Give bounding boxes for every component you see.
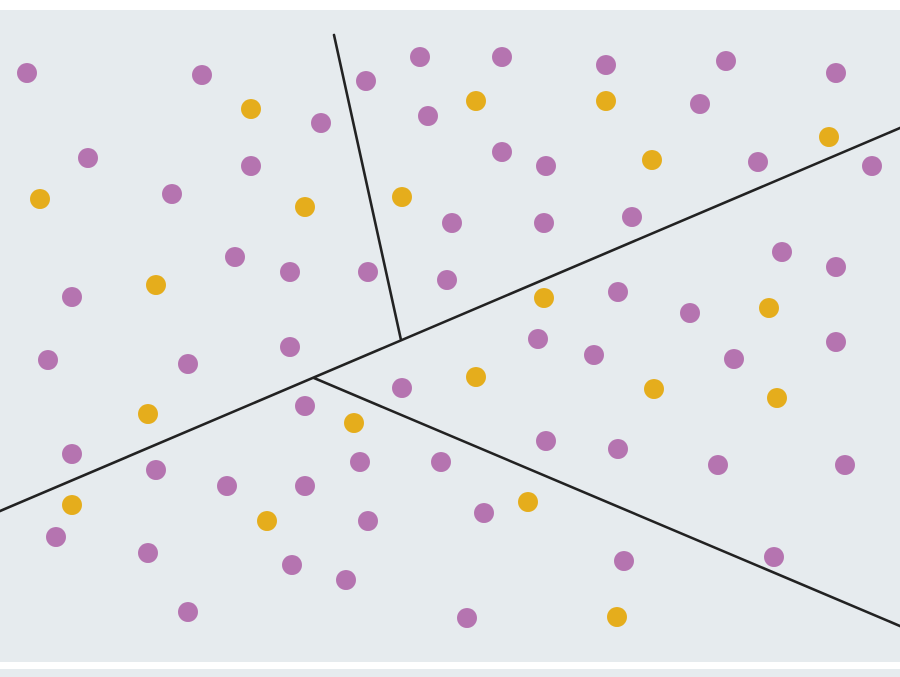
divider-line bbox=[0, 126, 900, 513]
purple-dot bbox=[708, 455, 728, 475]
purple-dot bbox=[536, 156, 556, 176]
orange-dot bbox=[642, 150, 662, 170]
purple-dot bbox=[716, 51, 736, 71]
purple-dot bbox=[192, 65, 212, 85]
purple-dot bbox=[536, 431, 556, 451]
purple-dot bbox=[280, 262, 300, 282]
orange-dot bbox=[138, 404, 158, 424]
purple-dot bbox=[748, 152, 768, 172]
purple-dot bbox=[442, 213, 462, 233]
purple-dot bbox=[437, 270, 457, 290]
purple-dot bbox=[608, 282, 628, 302]
purple-dot bbox=[311, 113, 331, 133]
purple-dot bbox=[241, 156, 261, 176]
orange-dot bbox=[644, 379, 664, 399]
purple-dot bbox=[690, 94, 710, 114]
purple-dot bbox=[431, 452, 451, 472]
purple-dot bbox=[584, 345, 604, 365]
purple-dot bbox=[178, 602, 198, 622]
orange-dot bbox=[767, 388, 787, 408]
purple-dot bbox=[410, 47, 430, 67]
dots bbox=[17, 47, 882, 628]
orange-dot bbox=[607, 607, 627, 627]
divider-line bbox=[332, 33, 403, 342]
orange-dot bbox=[295, 197, 315, 217]
purple-dot bbox=[492, 47, 512, 67]
purple-dot bbox=[826, 332, 846, 352]
purple-dot bbox=[146, 460, 166, 480]
purple-dot bbox=[78, 148, 98, 168]
orange-dot bbox=[759, 298, 779, 318]
purple-dot bbox=[282, 555, 302, 575]
purple-dot bbox=[358, 262, 378, 282]
purple-dot bbox=[418, 106, 438, 126]
purple-dot bbox=[392, 378, 412, 398]
purple-dot bbox=[596, 55, 616, 75]
purple-dot bbox=[622, 207, 642, 227]
purple-dot bbox=[608, 439, 628, 459]
purple-dot bbox=[772, 242, 792, 262]
dividers bbox=[0, 33, 900, 628]
divider-line bbox=[312, 376, 900, 628]
orange-dot bbox=[466, 367, 486, 387]
board-panel bbox=[0, 10, 900, 662]
purple-dot bbox=[46, 527, 66, 547]
purple-dot bbox=[492, 142, 512, 162]
purple-dot bbox=[826, 257, 846, 277]
purple-dot bbox=[336, 570, 356, 590]
orange-dot bbox=[30, 189, 50, 209]
purple-dot bbox=[178, 354, 198, 374]
orange-dot bbox=[534, 288, 554, 308]
orange-dot bbox=[596, 91, 616, 111]
purple-dot bbox=[764, 547, 784, 567]
purple-dot bbox=[826, 63, 846, 83]
purple-dot bbox=[162, 184, 182, 204]
purple-dot bbox=[138, 543, 158, 563]
purple-dot bbox=[528, 329, 548, 349]
purple-dot bbox=[862, 156, 882, 176]
bottom-strip bbox=[0, 669, 900, 677]
purple-dot bbox=[534, 213, 554, 233]
orange-dot bbox=[819, 127, 839, 147]
purple-dot bbox=[680, 303, 700, 323]
purple-dot bbox=[350, 452, 370, 472]
purple-dot bbox=[217, 476, 237, 496]
purple-dot bbox=[62, 444, 82, 464]
purple-dot bbox=[280, 337, 300, 357]
purple-dot bbox=[225, 247, 245, 267]
purple-dot bbox=[614, 551, 634, 571]
orange-dot bbox=[466, 91, 486, 111]
purple-dot bbox=[62, 287, 82, 307]
orange-dot bbox=[344, 413, 364, 433]
purple-dot bbox=[295, 396, 315, 416]
purple-dot bbox=[724, 349, 744, 369]
purple-dot bbox=[17, 63, 37, 83]
purple-dot bbox=[457, 608, 477, 628]
orange-dot bbox=[392, 187, 412, 207]
orange-dot bbox=[62, 495, 82, 515]
purple-dot bbox=[835, 455, 855, 475]
purple-dot bbox=[356, 71, 376, 91]
orange-dot bbox=[257, 511, 277, 531]
orange-dot bbox=[241, 99, 261, 119]
purple-dot bbox=[38, 350, 58, 370]
orange-dot bbox=[146, 275, 166, 295]
orange-dot bbox=[518, 492, 538, 512]
purple-dot bbox=[474, 503, 494, 523]
purple-dot bbox=[358, 511, 378, 531]
purple-dot bbox=[295, 476, 315, 496]
